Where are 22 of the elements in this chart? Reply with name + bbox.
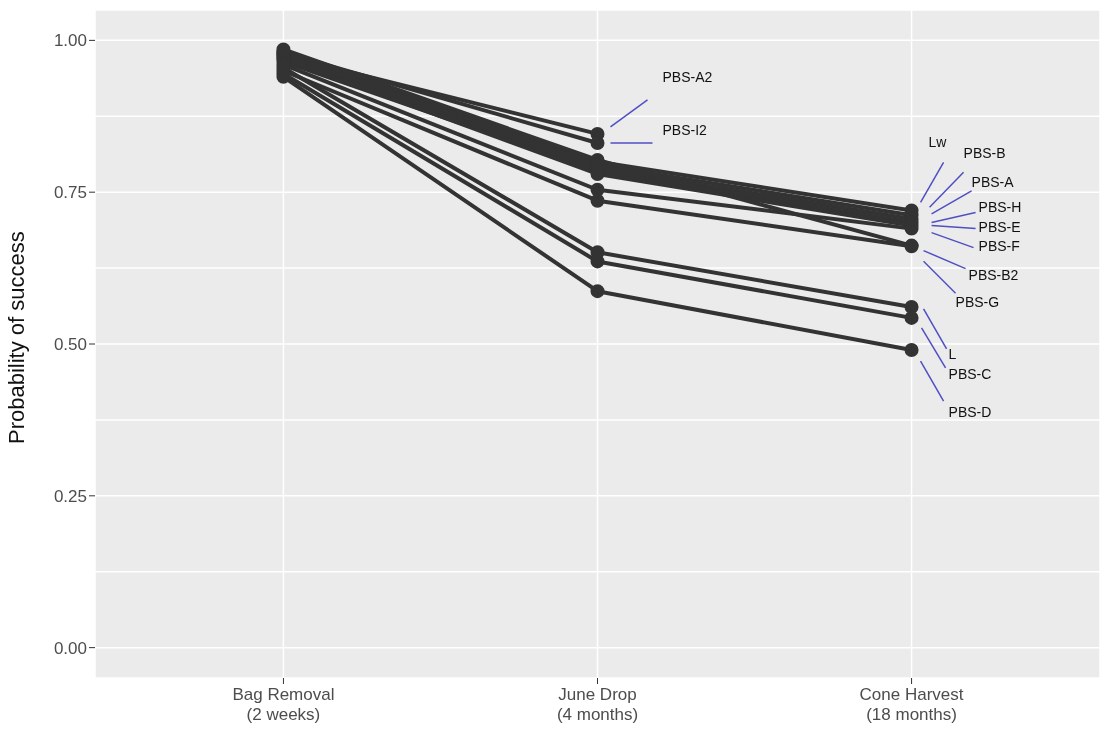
text: PBS-A — [971, 173, 1015, 190]
y-tick-label: 0.00 — [53, 638, 87, 658]
text: PBS-A2 — [662, 68, 713, 85]
text: PBS-E — [978, 218, 1021, 235]
text: L — [948, 345, 957, 362]
x-tick-label: June Drop (4 months) — [556, 685, 639, 724]
y-tick-label: 0.75 — [53, 183, 87, 203]
y-tick-label: 0.50 — [53, 335, 87, 354]
x-tick-label: Bag Removal (2 weeks) — [232, 685, 335, 724]
y-tick-label: 0.25 — [53, 486, 87, 506]
text: PBS-C — [948, 365, 992, 382]
text: Lw — [928, 134, 948, 151]
text: PBS-F — [978, 237, 1020, 254]
y-axis-title: Probability of success — [3, 231, 29, 444]
y-tick-label: 1.00 — [53, 31, 87, 51]
text: PBS-B2 — [968, 266, 1019, 283]
text: PBS-I2 — [662, 121, 708, 138]
text: PBS-H — [978, 198, 1022, 215]
text: PBS-B — [963, 145, 1006, 162]
text: PBS-G — [955, 294, 1000, 311]
x-tick-label: Cone Harvest (18 months) — [859, 685, 964, 724]
text: PBS-D — [948, 404, 992, 421]
